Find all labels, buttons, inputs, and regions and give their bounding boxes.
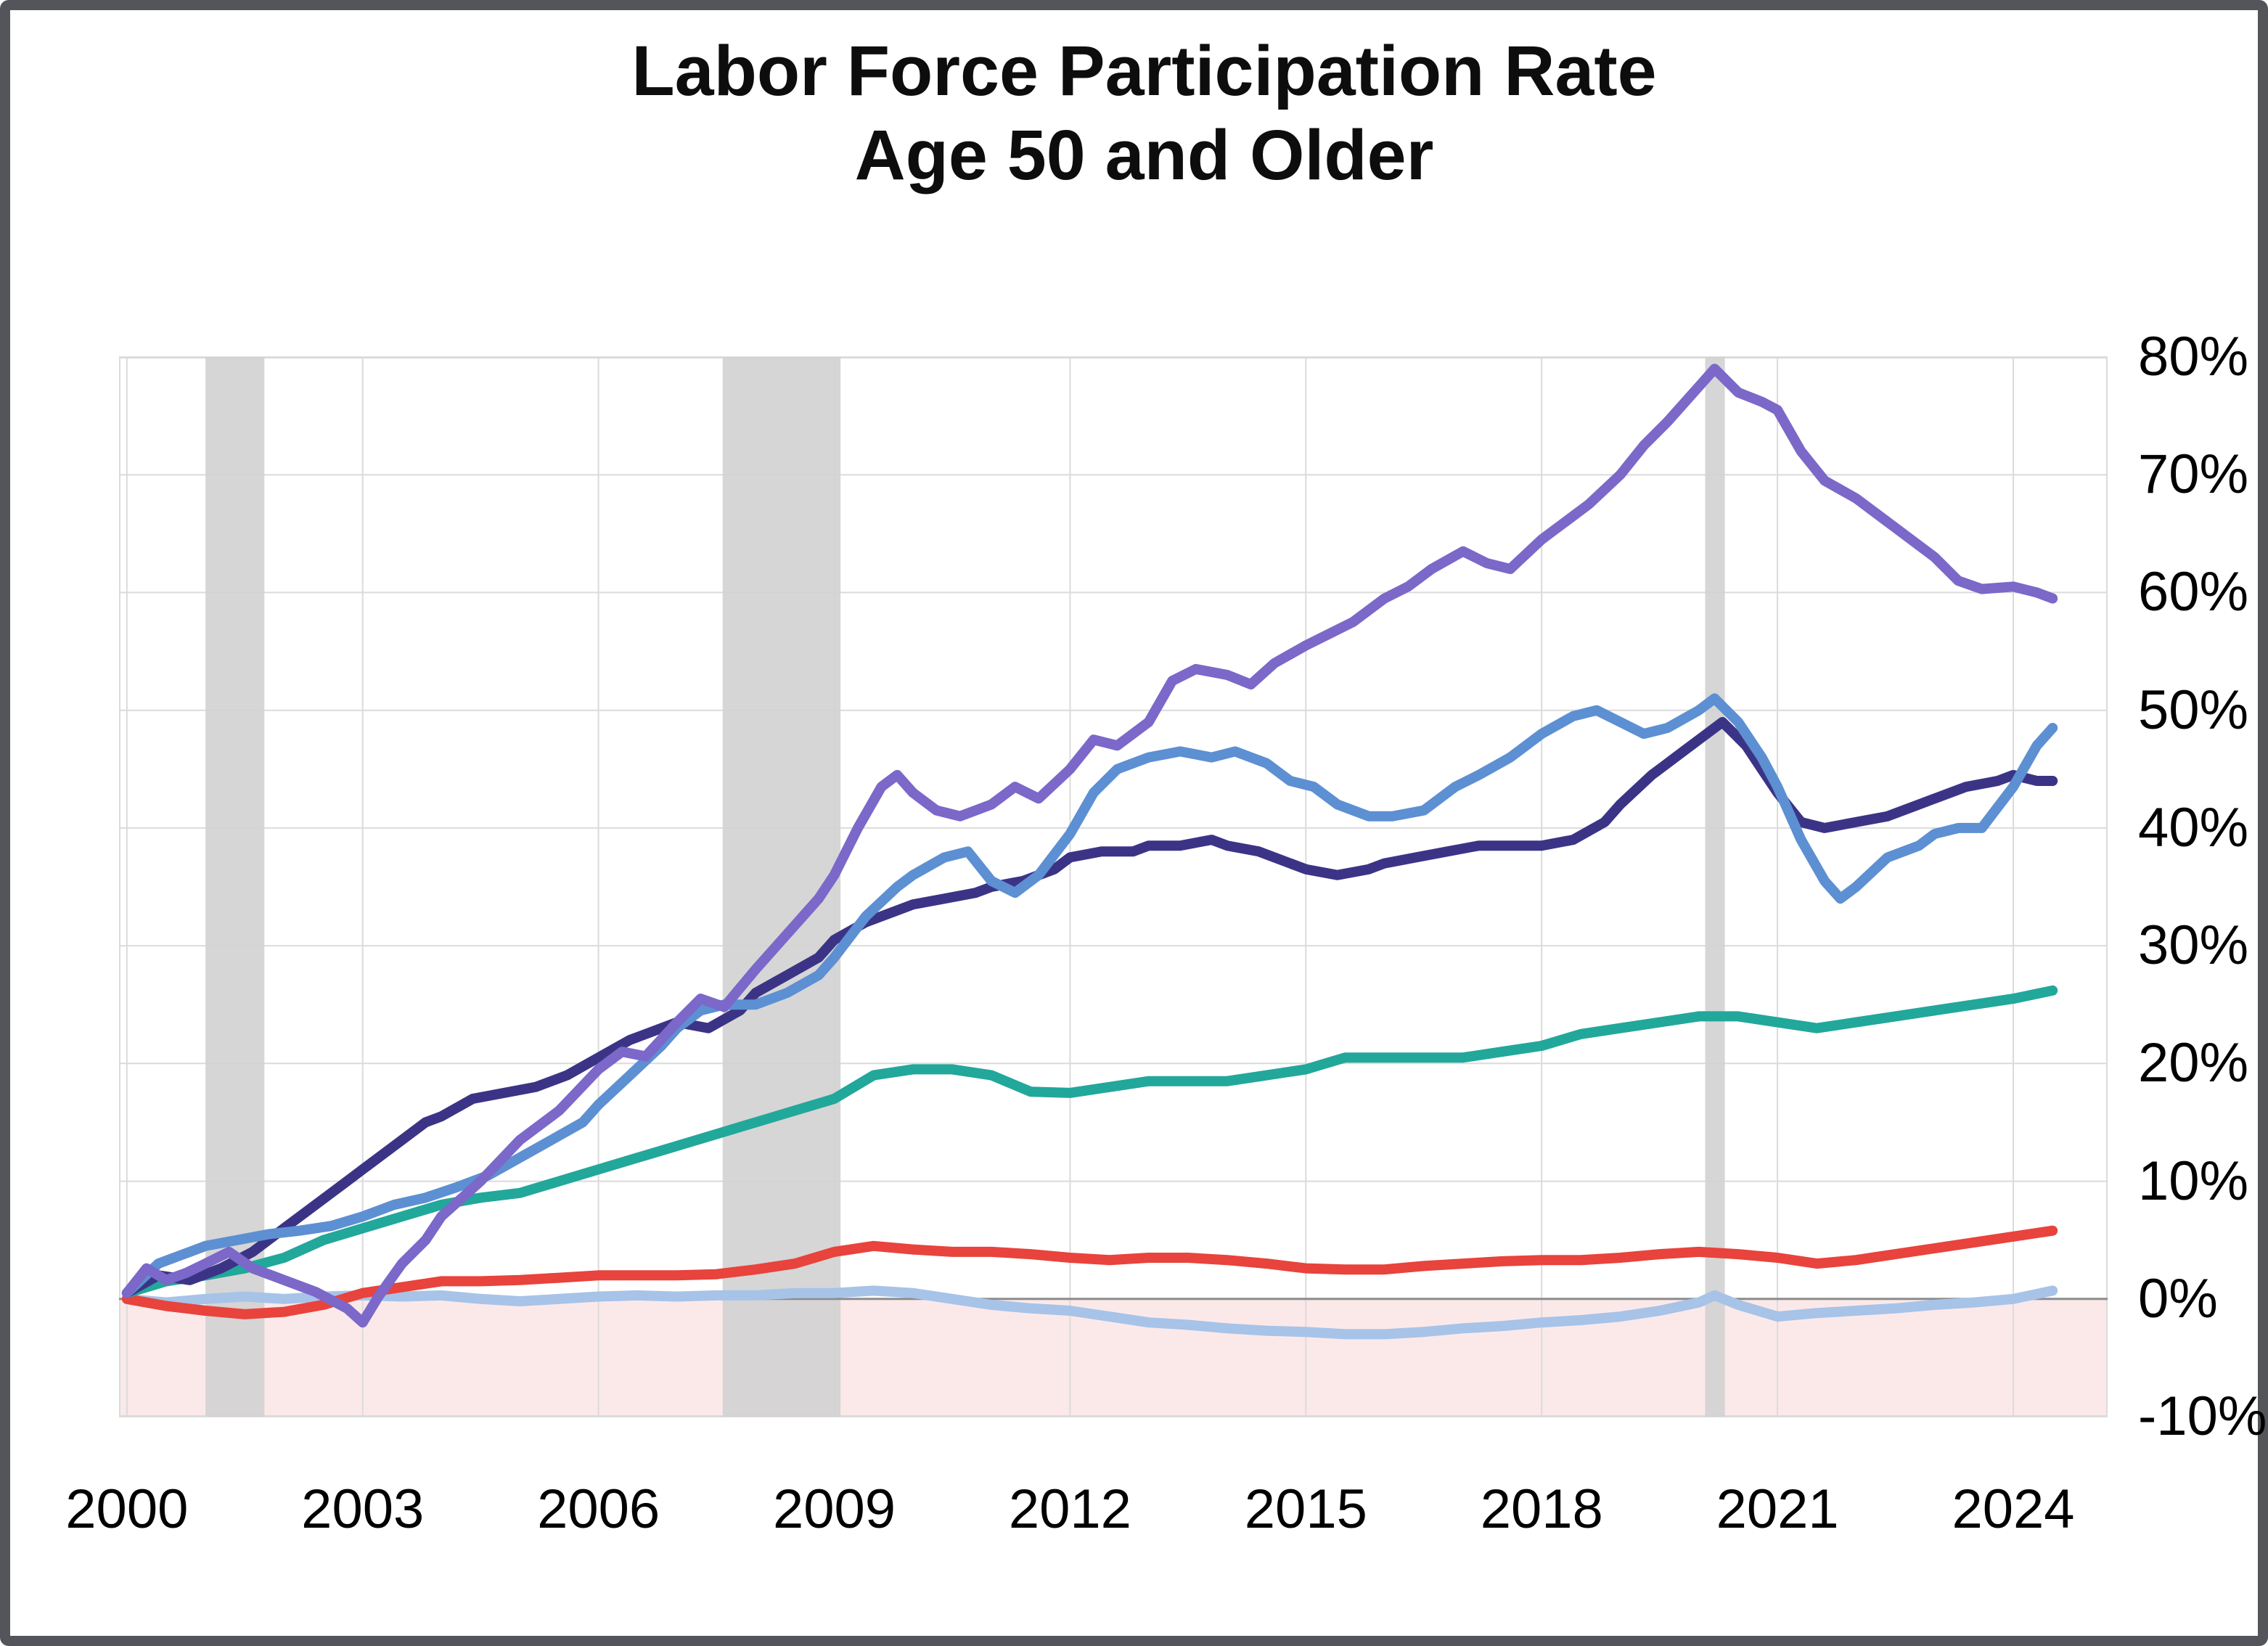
plot-area (119, 356, 2108, 1417)
y-axis-tick-label: 40% (2138, 796, 2249, 859)
y-axis-tick-label: 50% (2138, 679, 2249, 741)
x-axis-tick-label: 2006 (537, 1478, 660, 1540)
y-axis-tick-label: 10% (2138, 1150, 2249, 1212)
series-line-medium-blue (121, 693, 2058, 1298)
recession-band (1705, 357, 1725, 1417)
series-line-teal (121, 985, 2058, 1298)
chart-title-line2: Age 50 and Older (854, 115, 1434, 195)
series-line-light-blue (121, 1285, 2058, 1340)
x-axis-tick-label: 2021 (1716, 1478, 1839, 1540)
chart-title-line1: Labor Force Participation Rate (631, 31, 1657, 110)
series-line-dark-navy (121, 716, 2058, 1298)
series-line-purple (121, 364, 2058, 1328)
y-axis-tick-label: 30% (2138, 914, 2249, 977)
y-axis-tick-label: 0% (2138, 1267, 2218, 1330)
y-axis-tick-label: 80% (2138, 326, 2249, 388)
chart-svg (119, 356, 2108, 1417)
series-line-red (121, 1225, 2058, 1319)
plot-border (119, 357, 2108, 1417)
x-axis-tick-label: 2012 (1008, 1478, 1131, 1540)
x-axis-tick-label: 2015 (1244, 1478, 1367, 1540)
x-axis-tick-label: 2003 (301, 1478, 425, 1540)
chart-title: Labor Force Participation Rate Age 50 an… (10, 29, 2268, 198)
x-axis-tick-label: 2000 (65, 1478, 189, 1540)
x-axis-tick-label: 2009 (772, 1478, 896, 1540)
x-axis-tick-label: 2024 (1952, 1478, 2075, 1540)
y-axis-tick-label: 70% (2138, 443, 2249, 506)
y-axis-tick-label: -10% (2138, 1385, 2267, 1447)
y-axis-tick-label: 20% (2138, 1032, 2249, 1094)
y-axis-tick-label: 60% (2138, 561, 2249, 623)
x-axis-tick-label: 2018 (1480, 1478, 1603, 1540)
